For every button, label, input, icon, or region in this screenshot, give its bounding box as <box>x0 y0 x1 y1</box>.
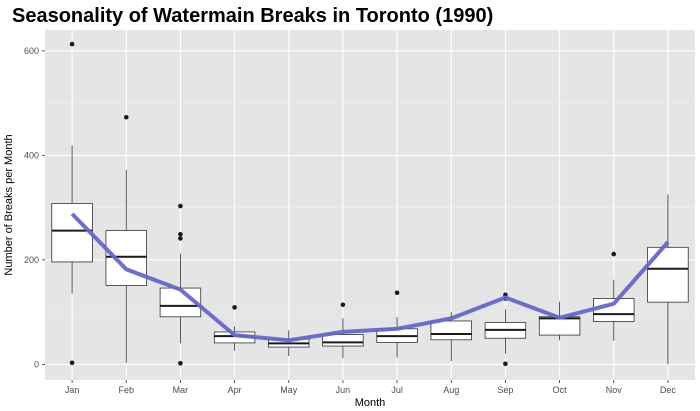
x-tick-label: Feb <box>118 385 134 395</box>
outlier-point <box>611 251 617 257</box>
box-may <box>268 330 310 356</box>
chart-title: Seasonality of Watermain Breaks in Toron… <box>12 5 493 27</box>
outlier-point <box>232 305 237 310</box>
y-tick-label: 0 <box>34 359 39 369</box>
outlier-point <box>340 302 346 308</box>
x-tick-label: Dec <box>660 385 677 395</box>
outlier-point <box>178 231 183 237</box>
box-iqr <box>105 230 147 286</box>
x-tick-label: Oct <box>553 385 568 395</box>
x-tick-label: Apr <box>228 385 242 395</box>
y-tick-label: 600 <box>24 46 39 56</box>
box-iqr <box>430 320 472 341</box>
trend-line-group <box>70 212 670 343</box>
outlier-point <box>178 236 183 241</box>
outlier-point <box>178 203 183 209</box>
outlier-point <box>69 360 75 366</box>
outlier-point <box>178 360 183 366</box>
plot-panel <box>45 30 695 380</box>
x-tick-label: May <box>280 385 298 395</box>
x-axis: Jan Feb Mar Apr May Jun Jul Aug Sep Oct Nov Dec <box>65 380 677 395</box>
x-tick-label: Jan <box>65 385 80 395</box>
x-tick-label: Jul <box>391 385 403 395</box>
x-tick-label: Jun <box>336 385 351 395</box>
outlier-point <box>123 114 129 120</box>
outlier-point <box>69 41 75 47</box>
box-iqr <box>322 334 364 347</box>
x-tick-label: Mar <box>173 385 189 395</box>
trend-line <box>70 212 670 343</box>
outlier-point <box>394 290 400 296</box>
x-tick-label: Aug <box>443 385 459 395</box>
y-tick-label: 200 <box>24 255 39 265</box>
x-tick-label: Nov <box>606 385 623 395</box>
box-sep <box>484 292 527 367</box>
x-tick-label: Sep <box>497 385 513 395</box>
y-axis-label: Number of Breaks per Month <box>3 134 15 275</box>
x-axis-label: Month <box>355 397 386 409</box>
y-tick-label: 400 <box>24 150 39 160</box>
box-iqr <box>51 203 93 263</box>
box-aug <box>430 312 472 362</box>
outlier-point <box>503 361 508 367</box>
y-axis: 0 200 400 600 <box>24 46 45 369</box>
